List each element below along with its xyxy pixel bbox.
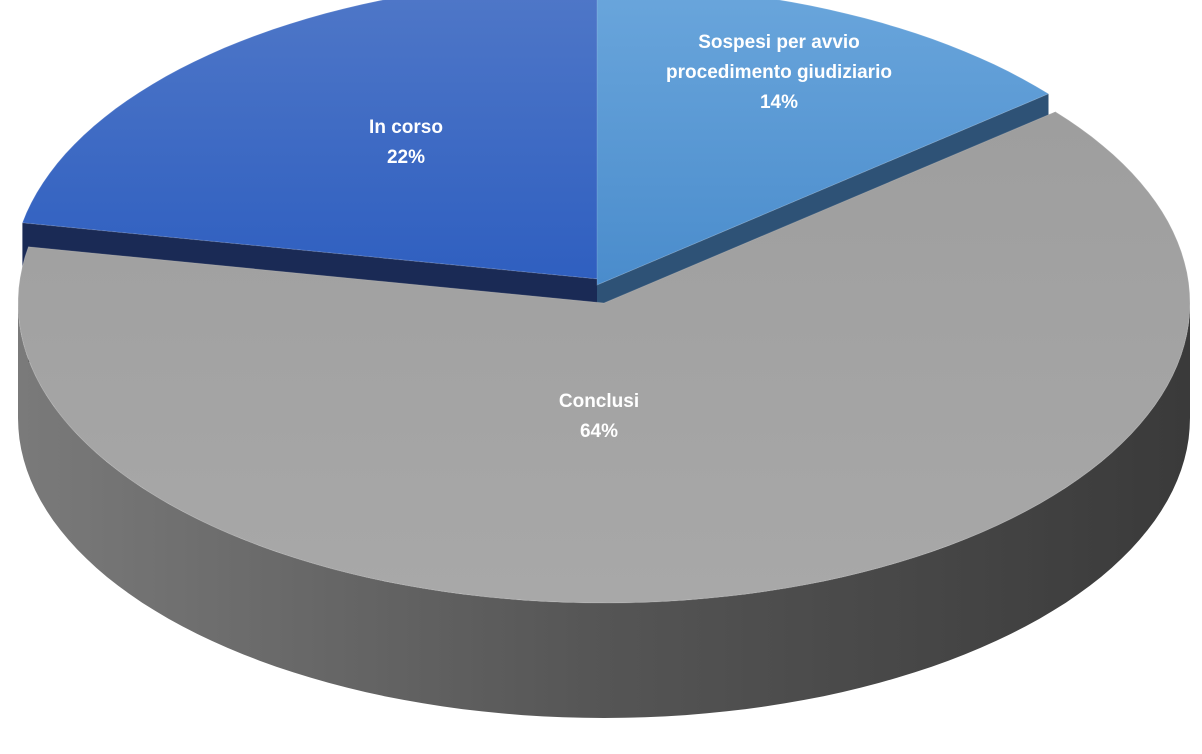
data-label-conclusi: Conclusi 64% [559, 391, 639, 442]
pie-slice-sospesi [596, 0, 1050, 286]
data-label-percent-in-corso: 22% [387, 147, 425, 168]
data-label-category-sospesi: Sospesi per avvio [698, 32, 860, 53]
data-label-percent-conclusi: 64% [580, 421, 618, 442]
pie-slice-conclusi [17, 111, 1191, 604]
data-label-sospesi: Sospesi per avvio procedimento giudiziari… [666, 32, 892, 113]
data-label-category-conclusi: Conclusi [559, 391, 639, 412]
data-label-category-in-corso: In corso [369, 117, 443, 138]
data-label-category-sospesi: procedimento giudiziario [666, 62, 892, 83]
pie-slice-in-corso [21, 0, 599, 280]
data-label-percent-sospesi: 14% [760, 92, 798, 113]
data-label-in-corso: In corso 22% [369, 117, 443, 168]
slice-side-conclusi [18, 303, 1190, 718]
